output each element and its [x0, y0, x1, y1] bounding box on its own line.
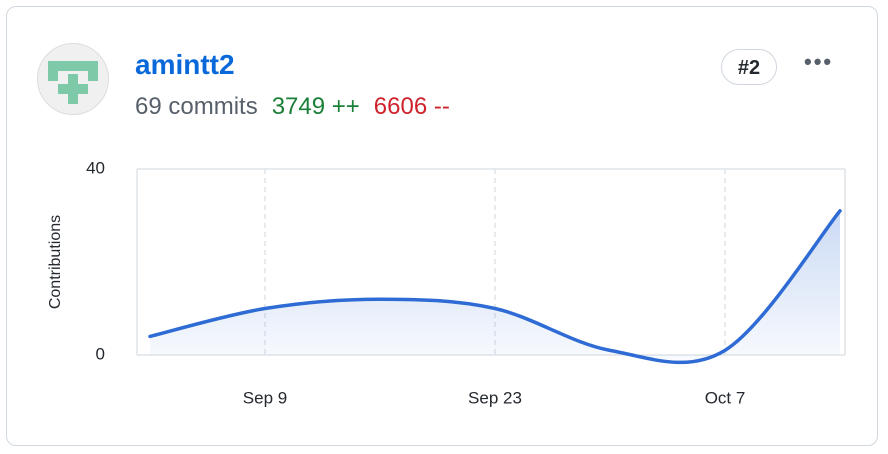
contributor-card: amintt2 69 commits 3749 ++ 6606 -- #2 ••• — [6, 6, 878, 446]
x-tick-label: Sep 9 — [243, 388, 287, 407]
rank-badge: #2 — [721, 49, 777, 85]
line — [148, 209, 842, 365]
y-tick-label: 40 — [86, 158, 105, 177]
commits[interactable]: 69 commits — [135, 93, 258, 120]
y-axis-label: Contributions — [47, 215, 64, 309]
login[interactable]: amintt2 — [135, 49, 235, 80]
deletions: 6606 -- — [373, 93, 450, 120]
x-tick-label: Oct 7 — [705, 388, 746, 407]
x-tick-label: Sep 23 — [468, 388, 522, 407]
area — [150, 210, 840, 363]
stats: 69 commits 3749 ++ 6606 -- — [135, 93, 450, 121]
more-menu[interactable]: ••• — [804, 49, 834, 74]
additions: 3749 ++ — [271, 93, 360, 120]
y-tick-label: 0 — [96, 344, 105, 363]
avatar — [37, 43, 109, 115]
